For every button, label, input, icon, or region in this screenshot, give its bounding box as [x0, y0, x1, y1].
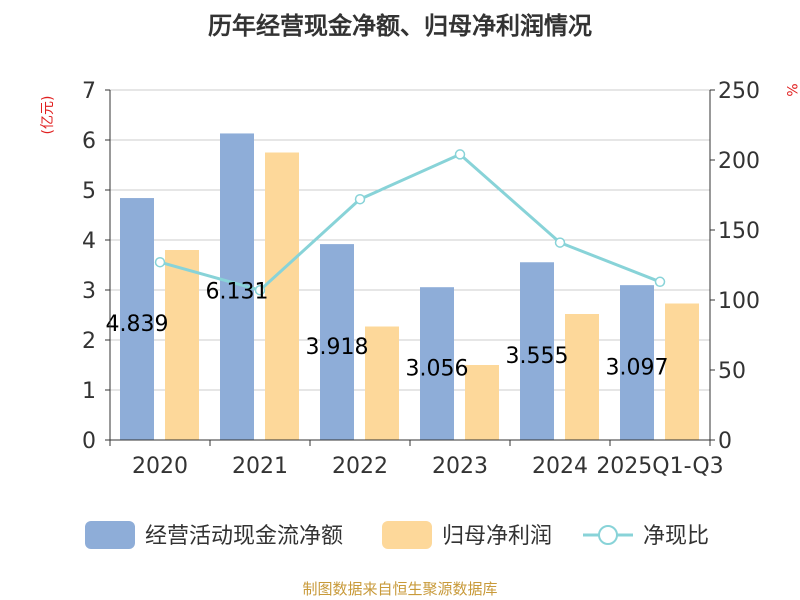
x-axis-tick-label: 2024 — [532, 454, 588, 479]
left-axis-tick-label: 7 — [82, 79, 96, 104]
x-axis-tick-label: 2025Q1-Q3 — [596, 454, 723, 479]
bar-operating-cash-flow — [420, 287, 454, 440]
bar-operating-cash-flow — [320, 244, 354, 440]
left-axis-tick-label: 5 — [82, 179, 96, 204]
x-axis-tick-label: 2022 — [332, 454, 388, 479]
data-labels: 4.839 6.131 3.918 3.056 3.555 3.097 — [106, 280, 669, 382]
left-axis-tick-label: 2 — [82, 329, 96, 354]
bar-net-profit — [165, 250, 199, 440]
right-axis-tick-label: 200 — [718, 149, 760, 174]
bars — [120, 133, 699, 440]
ratio-line-series — [154, 149, 666, 296]
bar-net-profit — [665, 303, 699, 440]
data-label-operating-cash-flow: 3.097 — [606, 356, 669, 381]
right-axis-tick-label: 50 — [718, 359, 746, 384]
chart-title: 历年经营现金净额、归母净利润情况 — [208, 12, 592, 40]
ratio-point — [254, 284, 266, 296]
ratio-point — [154, 256, 166, 268]
left-axis-tick-label: 6 — [82, 129, 96, 154]
axes: 0 1 2 3 4 5 6 7 0 50 100 150 200 250 2020 2021 2022 2023 2… — [82, 79, 760, 479]
left-axis-tick-label: 3 — [82, 279, 96, 304]
legend-label-operating-cash-flow: 经营活动现金流净额 — [145, 524, 343, 549]
data-label-operating-cash-flow: 4.839 — [106, 312, 169, 337]
x-axis-tick-label: 2023 — [432, 454, 488, 479]
right-axis-tick-label: 250 — [718, 79, 760, 104]
bar-net-profit — [265, 152, 299, 440]
right-axis-tick-label: 150 — [718, 219, 760, 244]
ratio-point — [354, 193, 366, 205]
x-axis-tick-label: 2021 — [232, 454, 288, 479]
data-label-operating-cash-flow: 3.918 — [306, 335, 369, 360]
source-note: 制图数据来自恒生聚源数据库 — [302, 580, 497, 598]
bar-net-profit — [465, 365, 499, 440]
data-label-operating-cash-flow: 3.056 — [406, 357, 469, 382]
legend-swatch-net-profit — [382, 521, 432, 549]
legend-label-ratio: 净现比 — [643, 524, 709, 549]
left-axis-tick-label: 4 — [82, 229, 96, 254]
left-axis-tick-label: 1 — [82, 379, 96, 404]
data-label-operating-cash-flow: 3.555 — [506, 344, 569, 369]
bar-operating-cash-flow — [520, 262, 554, 440]
legend-swatch-ratio-marker — [598, 525, 618, 545]
bar-operating-cash-flow — [620, 285, 654, 440]
data-label-operating-cash-flow: 6.131 — [206, 280, 269, 305]
ratio-point — [454, 149, 466, 160]
right-axis-tick-label: 0 — [718, 429, 732, 454]
ratio-point — [554, 237, 566, 248]
right-axis-unit: % — [783, 83, 799, 96]
right-axis-tick-label: 100 — [718, 289, 760, 314]
bar-operating-cash-flow — [120, 198, 154, 440]
left-axis-tick-label: 0 — [82, 429, 96, 454]
bar-net-profit — [365, 326, 399, 440]
legend-swatch-operating-cash-flow — [85, 521, 135, 549]
bar-net-profit — [565, 314, 599, 440]
grid-lines — [110, 89, 710, 391]
ratio-point — [654, 276, 666, 288]
ratio-line — [159, 152, 661, 292]
x-axis-tick-label: 2020 — [132, 454, 188, 479]
left-axis-unit: (亿元) — [40, 96, 56, 135]
legend[interactable]: 经营活动现金流净额 归母净利润 净现比 — [85, 521, 709, 549]
legend-label-net-profit: 归母净利润 — [442, 524, 552, 549]
